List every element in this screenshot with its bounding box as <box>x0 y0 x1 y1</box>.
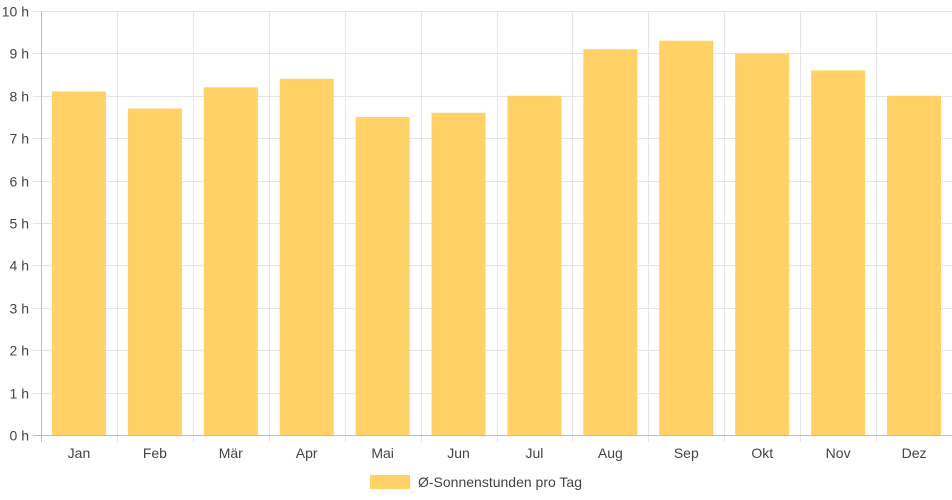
x-tick-label: Mai <box>371 445 394 461</box>
bars <box>51 40 942 436</box>
bar[interactable] <box>279 78 334 435</box>
x-tick-label: Okt <box>751 445 773 461</box>
y-tick-label: 5 h <box>10 216 29 232</box>
legend-swatch[interactable] <box>370 475 410 489</box>
bar[interactable] <box>887 95 942 436</box>
bar[interactable] <box>203 87 258 435</box>
y-tick-label: 10 h <box>2 4 29 20</box>
bar[interactable] <box>355 117 410 435</box>
x-tick-label: Mär <box>219 445 243 461</box>
x-tick-label: Aug <box>598 445 623 461</box>
x-tick-label: Jun <box>447 445 470 461</box>
bar[interactable] <box>659 40 714 436</box>
bar[interactable] <box>735 53 790 436</box>
y-tick-label: 3 h <box>10 301 29 317</box>
x-tick-label: Dez <box>902 445 927 461</box>
bar[interactable] <box>507 95 562 436</box>
x-tick-label: Sep <box>674 445 699 461</box>
legend[interactable]: Ø-Sonnenstunden pro Tag <box>370 474 582 490</box>
y-tick-label: 4 h <box>10 258 29 274</box>
bar[interactable] <box>583 49 638 435</box>
y-tick-label: 9 h <box>10 46 29 62</box>
x-tick-label: Jan <box>68 445 91 461</box>
y-tick-label: 2 h <box>10 343 29 359</box>
y-tick-label: 8 h <box>10 89 29 105</box>
axes: 0 h 1 h 2 h 3 h 4 h 5 h 6 h 7 h 8 h 9 h 10 h Jan Feb… <box>2 4 952 461</box>
legend-label[interactable]: Ø-Sonnenstunden pro Tag <box>418 474 582 490</box>
y-tick-label: 7 h <box>10 131 29 147</box>
bar[interactable] <box>127 108 182 436</box>
x-tick-label: Nov <box>826 445 851 461</box>
bar[interactable] <box>811 70 866 436</box>
x-tick-label: Apr <box>296 445 318 461</box>
y-tick-label: 6 h <box>10 174 29 190</box>
bar[interactable] <box>431 112 486 435</box>
x-tick-label: Feb <box>143 445 167 461</box>
x-tick-label: Jul <box>526 445 544 461</box>
y-tick-label: 1 h <box>10 386 29 402</box>
bar[interactable] <box>51 91 106 435</box>
y-tick-label: 0 h <box>10 428 29 444</box>
